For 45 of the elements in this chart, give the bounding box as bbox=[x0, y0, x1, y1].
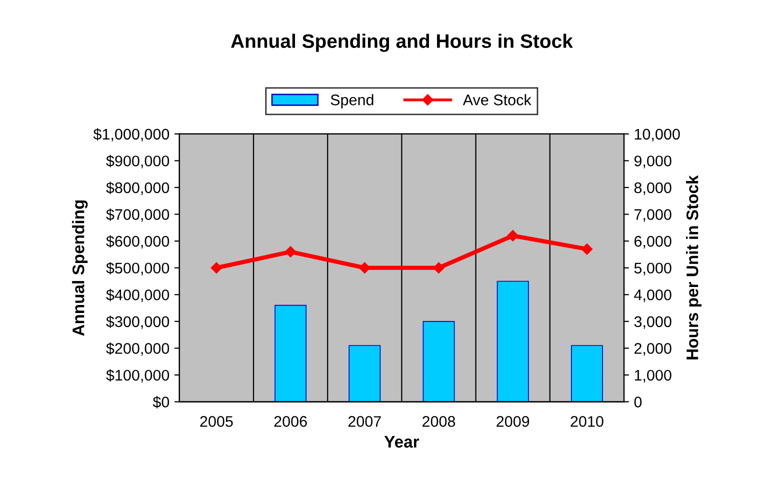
y2-tick-label: 10,000 bbox=[634, 128, 680, 142]
y2-axis-title: Hours per Unit in Stock bbox=[686, 175, 702, 360]
y-tick-label: $700,000 bbox=[106, 208, 170, 222]
y2-tick-label: 9,000 bbox=[634, 156, 672, 168]
bar bbox=[422, 320, 455, 402]
y2-tick-label: 7,000 bbox=[634, 209, 672, 222]
y2-tick-label: 0 bbox=[634, 396, 642, 408]
x-tick-label: 2005 bbox=[200, 416, 233, 427]
y-tick-label: $400,000 bbox=[106, 288, 170, 302]
x-tick-label: 2007 bbox=[348, 416, 381, 427]
point bbox=[359, 262, 370, 274]
x-tick-label: 2008 bbox=[422, 416, 456, 427]
y2-tick-label: 8,000 bbox=[634, 182, 672, 195]
y2-tick-label: 2,000 bbox=[634, 343, 672, 356]
legend-label: Spend bbox=[330, 94, 374, 108]
bar bbox=[570, 345, 603, 402]
bar bbox=[348, 345, 381, 402]
y2-tick-label: 4,000 bbox=[634, 289, 672, 302]
y-tick-label: $0 bbox=[152, 396, 170, 408]
x-tick-label: 2009 bbox=[496, 416, 530, 427]
y2-tick-label: 5,000 bbox=[634, 262, 672, 276]
x-tick-label: 2006 bbox=[274, 416, 307, 427]
y2-tick-label: 6,000 bbox=[634, 236, 672, 249]
bar bbox=[274, 304, 307, 402]
point bbox=[433, 262, 444, 274]
y-tick-label: $800,000 bbox=[106, 182, 170, 195]
point bbox=[581, 243, 593, 255]
y-tick-label: $100,000 bbox=[106, 369, 170, 382]
y2-tick-label: 1,000 bbox=[634, 370, 672, 382]
legend-label: Ave Stock bbox=[462, 94, 532, 106]
y-axis-title: Annual Spending bbox=[72, 200, 88, 336]
y2-tick-label: 3,000 bbox=[634, 316, 672, 329]
x-tick-label: 2010 bbox=[570, 416, 604, 427]
y-tick-label: $300,000 bbox=[106, 316, 170, 329]
point bbox=[210, 262, 222, 274]
x-axis-title: Year bbox=[384, 436, 420, 448]
y-tick-label: $600,000 bbox=[106, 235, 170, 249]
chart-title: Annual Spending and Hours in Stock bbox=[230, 34, 573, 52]
point bbox=[507, 230, 518, 242]
y-tick-label: $200,000 bbox=[106, 342, 170, 356]
y-tick-label: $900,000 bbox=[106, 154, 170, 168]
y-tick-label: $1,000,000 bbox=[93, 128, 170, 142]
point bbox=[284, 246, 296, 258]
bar bbox=[496, 280, 529, 402]
y-tick-label: $500,000 bbox=[106, 262, 170, 276]
